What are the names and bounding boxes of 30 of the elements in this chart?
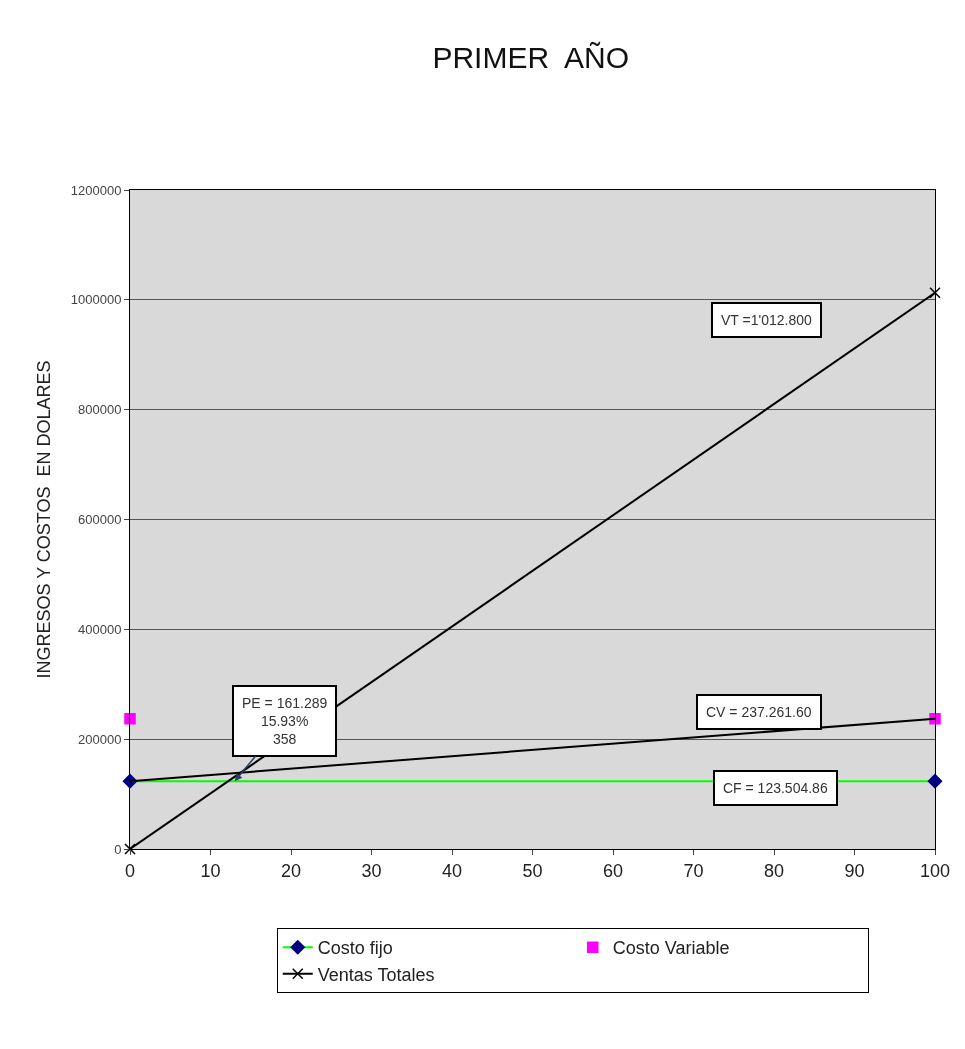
legend-label: Ventas Totales xyxy=(317,964,435,985)
x-tick-label: 50 xyxy=(522,860,543,881)
point xyxy=(124,712,136,725)
point xyxy=(124,843,136,855)
x-tick-label: 30 xyxy=(361,860,382,881)
chart-title: PRIMER AÑO xyxy=(432,41,630,75)
annotation: CV = 237.261.60 xyxy=(706,704,812,720)
y-tick-label: 1200000 xyxy=(70,182,122,198)
x-tick-label: 100 xyxy=(919,860,951,881)
y-tick-label: 0 xyxy=(114,841,122,857)
point xyxy=(929,287,941,299)
y-axis-title: INGRESOS Y COSTOS EN DOLARES xyxy=(33,360,54,679)
legend-label: Costo Variable xyxy=(612,938,730,959)
x-tick-label: 70 xyxy=(683,860,704,881)
x-tick-label: 10 xyxy=(200,860,221,881)
x-tick-label: 20 xyxy=(280,860,302,881)
y-tick-label: 1000000 xyxy=(70,292,122,308)
legend-label: Costo fijo xyxy=(317,938,393,959)
y-tick-label: 200000 xyxy=(78,731,122,747)
x-tick-label: 0 xyxy=(124,860,136,881)
x-tick-label: 80 xyxy=(763,860,785,881)
annotation: CF = 123.504.86 xyxy=(723,780,828,796)
annotation: VT =1'012.800 xyxy=(721,312,812,328)
annotation: PE = 161.289 15.93% 358 xyxy=(242,695,328,748)
y-tick-label: 600000 xyxy=(78,512,122,528)
x-tick-label: 40 xyxy=(441,860,463,881)
x-tick-label: 90 xyxy=(844,860,865,881)
x-tick-label: 60 xyxy=(602,860,624,881)
y-tick-label: 400000 xyxy=(78,621,122,637)
y-tick-label: 800000 xyxy=(78,402,122,418)
